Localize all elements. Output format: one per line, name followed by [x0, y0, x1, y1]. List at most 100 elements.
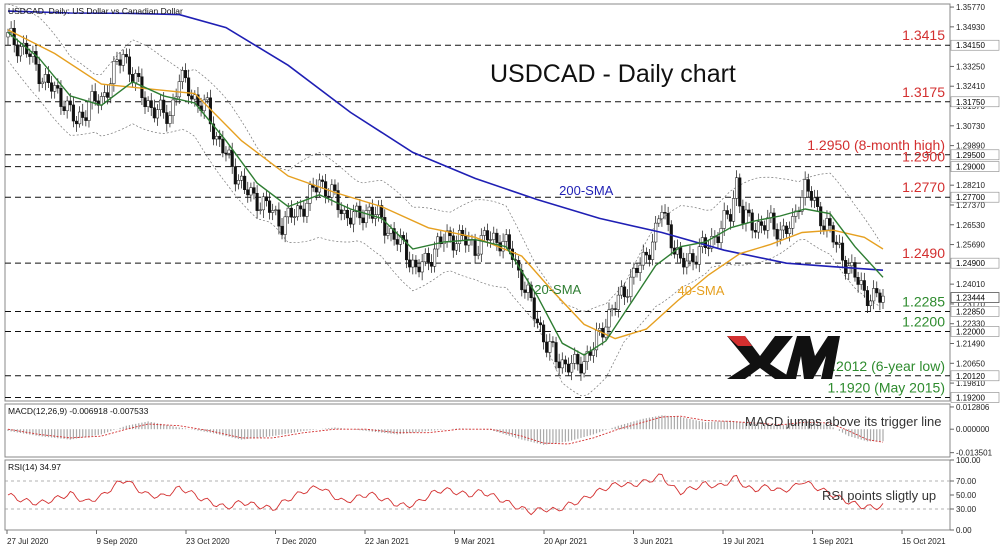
bollinger-lower-band: [7, 60, 881, 397]
candle-body: [495, 232, 499, 243]
y-tick-label: 1.33250: [956, 62, 985, 71]
candle-body: [87, 101, 91, 121]
candle-body: [825, 218, 829, 231]
candle-body: [722, 210, 726, 229]
candle-body: [622, 286, 627, 298]
candle-body: [314, 187, 318, 193]
candle-body: [93, 91, 97, 102]
candle-body: [485, 230, 490, 241]
y-tick-label: 1.20650: [956, 359, 985, 368]
candle-body: [691, 253, 695, 263]
candle-body: [286, 207, 290, 218]
candle-body: [557, 361, 561, 369]
x-tick-label: 3 Jun 2021: [634, 537, 674, 546]
candle-body: [778, 229, 782, 240]
candle-body: [445, 230, 449, 243]
sma-label: 40-SMA: [677, 283, 724, 298]
candle-body: [837, 242, 841, 245]
candle-body: [239, 175, 244, 181]
candle-body: [878, 292, 882, 303]
y-tick-label: 1.24010: [956, 280, 985, 289]
candle-body: [355, 205, 359, 212]
candle-body: [507, 234, 511, 250]
level-label: 1.2950 (8-month high): [807, 137, 945, 153]
x-tick-label: 1 Sep 2021: [813, 537, 854, 546]
xm-logo-m: [785, 336, 840, 379]
candle-body: [236, 180, 240, 185]
y-tick-label: 1.35770: [956, 3, 985, 12]
candle-body: [439, 236, 443, 245]
candle-body: [423, 253, 427, 263]
candle-body: [268, 200, 272, 213]
candle-body: [183, 70, 188, 79]
candle-body: [803, 179, 807, 198]
candle-body: [809, 191, 813, 201]
level-label: 1.1920 (May 2015): [827, 379, 945, 395]
candle-body: [252, 187, 256, 194]
current-price-label: 1.23444: [956, 294, 985, 303]
candle-body: [264, 196, 269, 202]
candle-body: [243, 175, 247, 190]
candle-body: [735, 177, 739, 199]
candle-body: [573, 354, 577, 364]
candle-body: [688, 253, 692, 262]
candle-body: [763, 225, 767, 231]
candle-body: [395, 239, 399, 245]
candle-body: [165, 112, 169, 124]
candle-body: [56, 85, 60, 89]
candle-body: [320, 179, 325, 182]
rsi-tick-label: 0.00: [956, 526, 972, 535]
level-price-box: [950, 149, 1000, 161]
level-label: 1.2285: [902, 293, 945, 309]
candle-body: [523, 289, 527, 293]
candle-body: [258, 209, 262, 211]
candle-body: [582, 361, 586, 374]
x-tick-label: 7 Dec 2020: [276, 537, 317, 546]
level-price-box: [950, 392, 1000, 403]
candle-body: [554, 342, 558, 363]
candle-body: [159, 99, 163, 110]
candle-body: [134, 73, 138, 83]
candle-body: [473, 239, 477, 256]
level-price-box-label: 1.22000: [956, 327, 985, 336]
candle-body: [738, 177, 742, 207]
candle-body: [760, 221, 764, 226]
candle-body: [591, 349, 595, 356]
candle-body: [654, 222, 658, 243]
candle-body: [766, 217, 770, 231]
candle-body: [853, 262, 857, 278]
y-tick-label: 1.23170: [956, 300, 985, 309]
level-price-box: [950, 306, 1000, 317]
candle-body: [146, 100, 150, 108]
macd-histogram: [7, 415, 884, 445]
candle-body: [230, 149, 234, 167]
candle-body: [616, 294, 620, 310]
candle-body: [227, 149, 231, 154]
candle-body: [535, 318, 539, 323]
candle-body: [868, 300, 873, 307]
candle-body: [657, 218, 661, 224]
candle-body: [669, 224, 673, 249]
bollinger-upper-band: [7, 3, 881, 312]
candle-body: [215, 135, 219, 140]
rsi-panel-frame: [4, 459, 951, 531]
candle-body: [819, 206, 823, 227]
candle-body: [638, 264, 642, 273]
candle-body: [504, 234, 508, 242]
x-tick-label: 19 Jul 2021: [723, 537, 765, 546]
candle-body: [781, 225, 785, 231]
candle-body: [563, 359, 567, 365]
y-tick-label: 1.19810: [956, 379, 985, 388]
rsi-tick-label: 100.00: [956, 456, 981, 465]
candle-body: [566, 363, 571, 373]
candle-body: [162, 99, 166, 113]
candle-body: [731, 198, 736, 222]
level-price-box: [950, 370, 1000, 382]
rsi-tick-label: 50.00: [956, 491, 977, 500]
candle-body: [386, 232, 390, 236]
candle-body: [850, 262, 854, 267]
x-tick-label: 9 Sep 2020: [97, 537, 138, 546]
candle-body: [289, 207, 293, 218]
